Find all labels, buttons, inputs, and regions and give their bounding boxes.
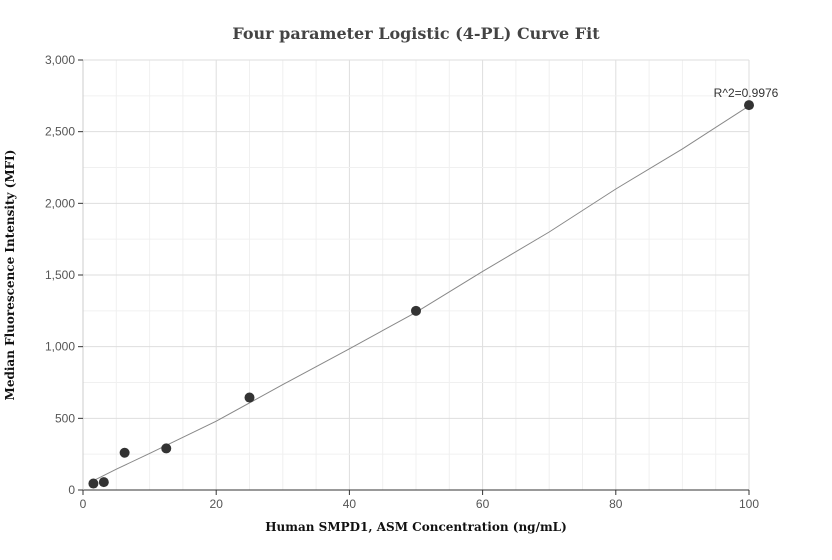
data-point <box>119 447 130 458</box>
data-point <box>98 477 109 488</box>
y-axis-label: Median Fluorescence Intensity (MFI) <box>3 150 17 401</box>
fit-curve-group <box>93 105 750 482</box>
fit-curve <box>93 105 750 482</box>
y-tick-label: 0 <box>68 483 75 497</box>
data-point <box>244 392 255 403</box>
y-tick-label: 2,000 <box>45 196 75 210</box>
y-tick-label: 500 <box>55 411 75 425</box>
y-tick-label: 3,000 <box>45 53 75 67</box>
chart-title: Four parameter Logistic (4-PL) Curve Fit <box>232 24 600 43</box>
x-axis-label: Human SMPD1, ASM Concentration (ng/mL) <box>265 520 567 534</box>
x-tick-label: 40 <box>343 497 357 511</box>
x-tick-label: 0 <box>80 497 87 511</box>
y-tick-label: 1,500 <box>45 268 75 282</box>
data-point <box>161 443 172 454</box>
x-tick-label: 60 <box>476 497 490 511</box>
x-tick-label: 100 <box>739 497 759 511</box>
r-squared-annotation: R^2=0.9976 <box>714 86 779 100</box>
grid <box>82 59 750 491</box>
data-point <box>744 100 754 111</box>
y-tick-label: 1,000 <box>45 340 75 354</box>
data-points <box>88 100 754 489</box>
y-tick-label: 2,500 <box>45 125 75 139</box>
x-tick-label: 20 <box>210 497 224 511</box>
x-tick-label: 80 <box>609 497 623 511</box>
data-point <box>411 305 421 316</box>
data-point <box>88 478 99 489</box>
axes: 0 20 40 60 80 100 0 500 1,000 1,500 2,000 2,500 3,00… <box>45 53 759 511</box>
